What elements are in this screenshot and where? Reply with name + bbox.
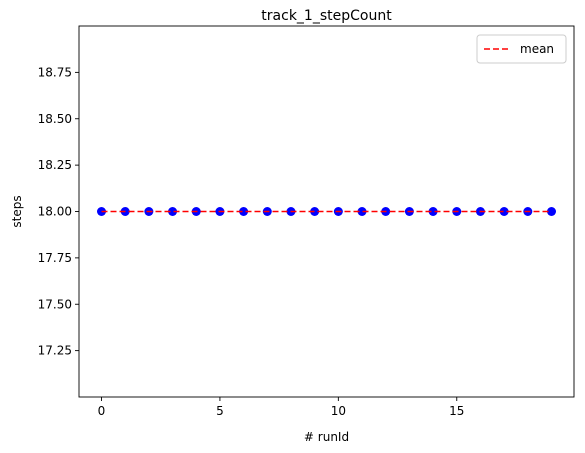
chart-title: track_1_stepCount (261, 8, 392, 24)
x-tick-label: 10 (331, 404, 346, 418)
legend: mean (477, 35, 566, 63)
y-tick-label: 17.50 (38, 297, 72, 311)
y-tick-label: 18.00 (38, 205, 72, 219)
x-tick-label: 5 (216, 404, 224, 418)
x-tick-label: 15 (449, 404, 464, 418)
y-axis-label: steps (10, 195, 24, 227)
y-tick-label: 18.25 (38, 158, 72, 172)
y-tick-label: 18.50 (38, 112, 72, 126)
x-axis-label: # runId (304, 430, 349, 444)
x-tick-label: 0 (98, 404, 106, 418)
legend-mean-label: mean (520, 42, 554, 56)
y-tick-label: 17.25 (38, 344, 72, 358)
y-tick-label: 17.75 (38, 251, 72, 265)
y-tick-label: 18.75 (38, 65, 72, 79)
